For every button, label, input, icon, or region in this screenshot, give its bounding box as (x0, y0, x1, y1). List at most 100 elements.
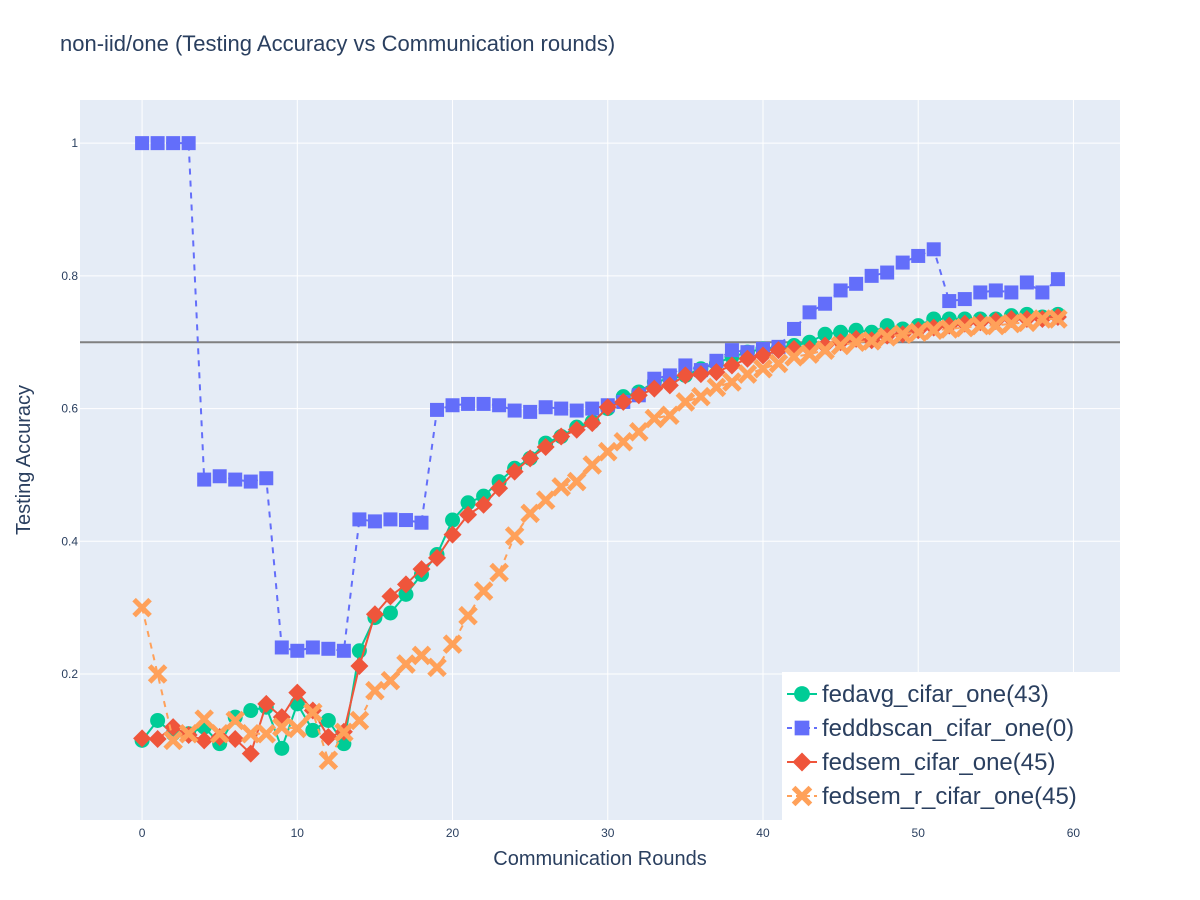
data-point (691, 365, 710, 384)
data-point (691, 386, 711, 407)
data-point (507, 403, 522, 418)
y-tick-label: 0.8 (61, 269, 78, 283)
data-point (443, 525, 462, 544)
data-point (1017, 312, 1037, 333)
data-point (846, 332, 866, 352)
data-point (212, 469, 227, 484)
data-point (753, 358, 773, 379)
data-point (166, 136, 181, 151)
data-point (132, 597, 152, 618)
data-point (427, 657, 447, 678)
data-point (194, 709, 214, 729)
data-point (644, 408, 665, 429)
legend-marker (794, 686, 810, 702)
data-point (350, 657, 369, 676)
data-point (737, 364, 758, 384)
grid (80, 100, 1120, 820)
data-point (551, 477, 571, 497)
data-point (492, 398, 507, 413)
data-point (707, 363, 726, 382)
data-point (349, 710, 370, 731)
data-point (817, 326, 833, 342)
data-point (833, 324, 849, 340)
data-point (473, 581, 494, 601)
x-tick-label: 0 (139, 826, 146, 840)
data-point (613, 431, 634, 452)
data-point (552, 427, 571, 446)
legend-label: fedsem_r_cifar_one(45) (822, 783, 1077, 810)
data-point (678, 358, 693, 373)
data-point (195, 731, 214, 750)
data-point (505, 462, 524, 481)
data-point (988, 283, 1003, 298)
data-point (459, 505, 478, 524)
data-point (490, 479, 509, 498)
data-point (816, 336, 835, 355)
data-point (942, 294, 957, 309)
data-point (288, 683, 307, 702)
legend-box (782, 672, 1120, 820)
data-point (768, 353, 789, 374)
x-tick-label: 40 (756, 826, 770, 840)
data-point (753, 346, 772, 365)
data-point (833, 283, 848, 298)
data-point (709, 353, 724, 368)
data-point (923, 320, 944, 341)
data-point (722, 356, 741, 375)
data-point (861, 331, 882, 351)
y-axis-title: Testing Accuracy (13, 385, 35, 535)
data-point (521, 449, 540, 468)
data-point (569, 403, 584, 418)
legend-label: fedsem_cifar_one(45) (822, 749, 1055, 776)
data-point (926, 242, 941, 257)
data-point (396, 654, 416, 674)
data-point (398, 586, 414, 602)
data-point (645, 379, 664, 398)
data-point (986, 315, 1006, 336)
data-point (973, 285, 988, 300)
data-point (880, 265, 895, 280)
data-point (272, 717, 292, 737)
data-point (181, 136, 196, 151)
data-point (274, 640, 289, 655)
y-tick-label: 0.2 (61, 667, 78, 681)
data-point (1019, 275, 1034, 290)
data-point (460, 495, 476, 511)
tick-labels: 0 10 20 30 40 50 60 0.2 0.4 0.6 0.8 1 (61, 136, 1080, 840)
x-tick-label: 50 (912, 826, 926, 840)
data-point (1035, 285, 1050, 300)
data-point (939, 319, 960, 339)
legend-label: feddbscan_cifar_one(0) (822, 715, 1074, 742)
data-point (336, 643, 351, 658)
data-point (240, 723, 261, 744)
legend: fedavg_cifar_one(43) feddbscan_cifar_one(… (782, 672, 1120, 820)
data-point (660, 376, 679, 395)
data-point (305, 640, 320, 655)
data-point (461, 396, 476, 411)
data-point (147, 664, 168, 684)
data-point (133, 729, 152, 748)
data-point (802, 305, 817, 320)
data-point (150, 136, 165, 151)
data-point (957, 292, 972, 307)
data-point (535, 490, 556, 510)
data-point (365, 680, 385, 701)
y-tick-label: 0.4 (61, 534, 78, 548)
data-point (257, 694, 276, 713)
data-point (197, 472, 212, 487)
data-point (818, 296, 833, 311)
data-point (430, 402, 445, 417)
data-point (380, 670, 401, 691)
chart-title: non-iid/one (Testing Accuracy vs Communi… (60, 31, 615, 56)
data-point (287, 718, 308, 739)
data-point (787, 321, 802, 336)
data-point (1050, 272, 1065, 287)
data-point (662, 368, 677, 383)
data-point (830, 335, 851, 356)
data-point (784, 347, 804, 367)
data-point (445, 512, 461, 528)
data-point (164, 718, 183, 737)
data-point (290, 643, 305, 658)
data-point (445, 398, 460, 413)
